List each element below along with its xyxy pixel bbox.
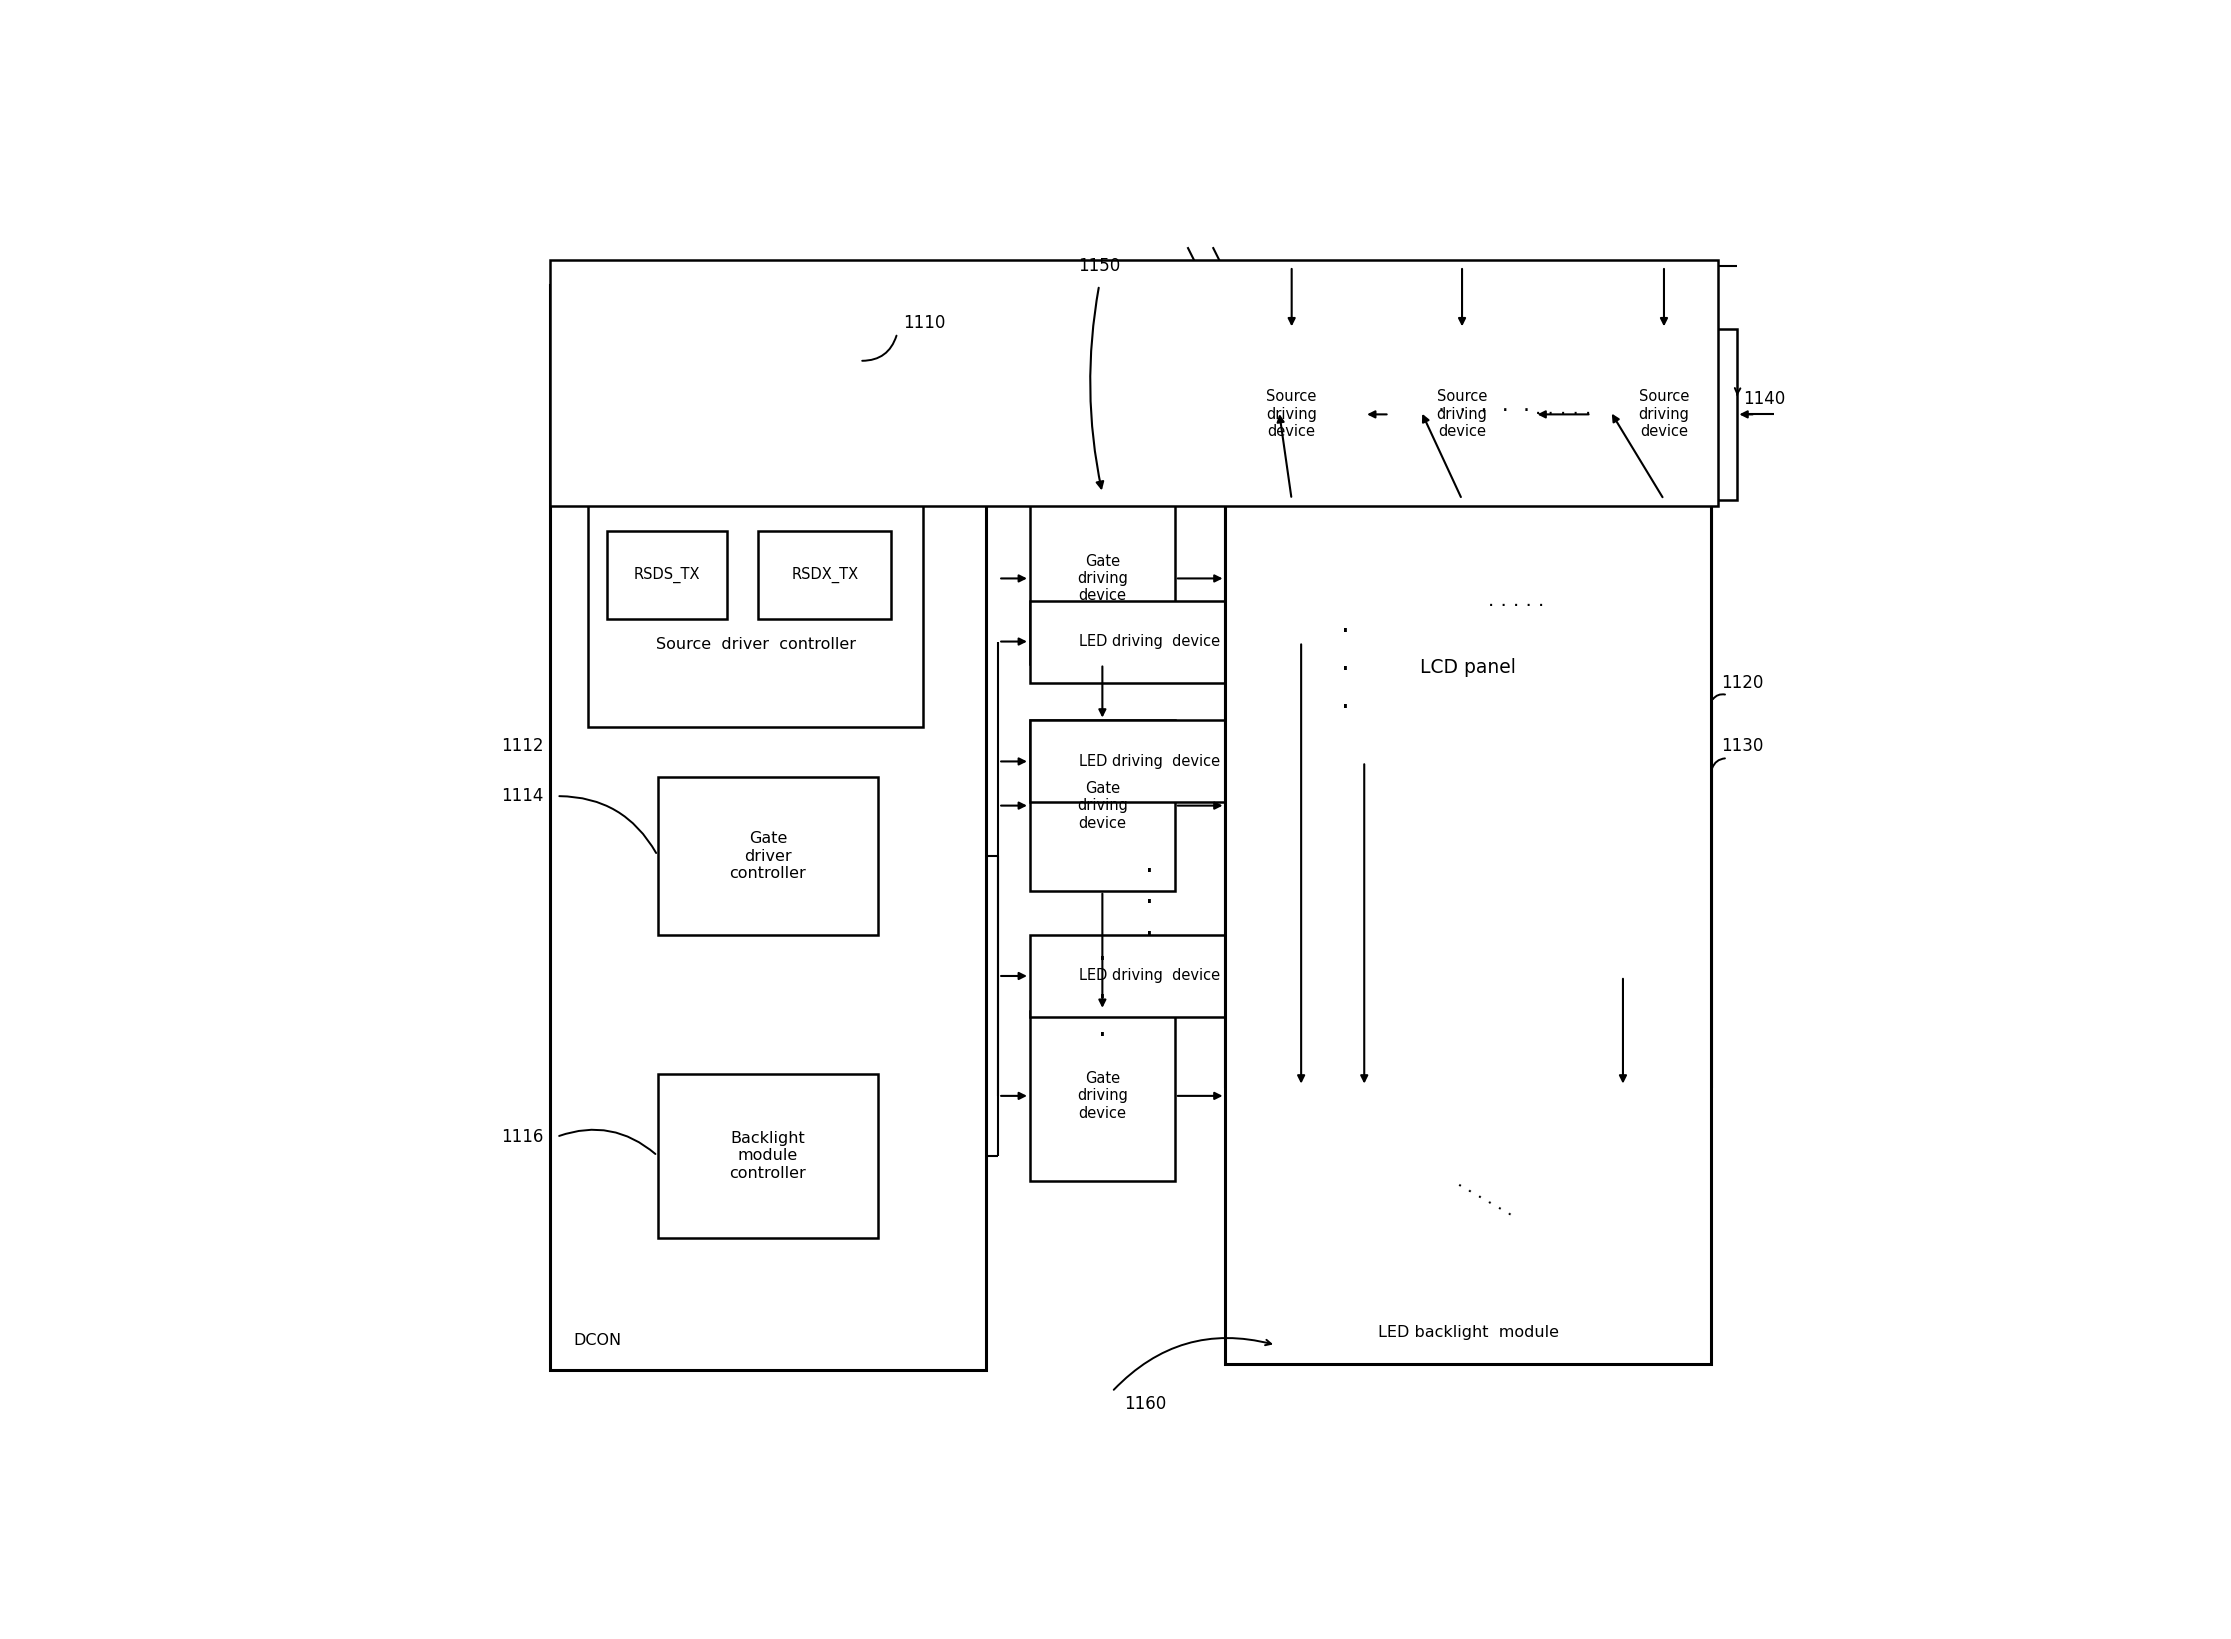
Bar [1218, 329, 1363, 500]
Bar [1031, 721, 1269, 803]
Text: LED driving  device: LED driving device [1080, 969, 1220, 983]
Bar [1390, 329, 1535, 500]
Text: ·: · [1145, 921, 1153, 949]
Text: 1160: 1160 [1124, 1395, 1167, 1413]
Bar [1225, 411, 1711, 1364]
Text: 1112: 1112 [502, 736, 544, 754]
Text: Source
driving
device: Source driving device [1437, 390, 1488, 439]
Text: ·: · [1145, 890, 1153, 918]
Text: Source
driving
device: Source driving device [1638, 390, 1689, 439]
Text: ·: · [1098, 946, 1107, 974]
Bar [589, 462, 924, 726]
Text: RSDS_TX: RSDS_TX [634, 567, 701, 583]
Text: LED driving  device: LED driving device [1080, 754, 1220, 769]
Bar [551, 261, 1718, 506]
Text: ·  ·  ·  ·  ·: · · · · · [1439, 402, 1530, 421]
Text: ·: · [1341, 693, 1350, 721]
Text: 1130: 1130 [1722, 736, 1765, 754]
Text: LED driving  device: LED driving device [1080, 634, 1220, 649]
Text: ·: · [1098, 1023, 1107, 1051]
Bar [658, 777, 879, 934]
Text: Source  driver  controller: Source driver controller [656, 638, 857, 652]
Text: Source
driving
device: Source driving device [1267, 390, 1316, 439]
Bar [1031, 1011, 1176, 1182]
Text: 1140: 1140 [1742, 390, 1785, 408]
Text: RSDX_TX: RSDX_TX [792, 567, 859, 583]
Text: 1110: 1110 [904, 315, 946, 331]
Text: LCD panel: LCD panel [1421, 659, 1517, 677]
Bar [551, 285, 986, 1370]
Bar [1031, 721, 1176, 892]
Text: Gate
driving
device: Gate driving device [1078, 554, 1129, 603]
Text: 1114: 1114 [502, 787, 544, 805]
Text: Gate
driving
device: Gate driving device [1078, 1070, 1129, 1121]
Bar [759, 531, 890, 620]
Text: 1116: 1116 [502, 1128, 544, 1146]
Bar [1225, 411, 1711, 1087]
Bar [1031, 934, 1269, 1016]
Text: · · · · ·: · · · · · [1488, 597, 1544, 616]
Text: · · · · ·: · · · · · [1535, 405, 1591, 425]
Text: LED backlight  module: LED backlight module [1379, 1324, 1559, 1341]
Text: ·: · [1341, 618, 1350, 646]
Text: Gate
driving
device: Gate driving device [1078, 780, 1129, 831]
Bar [607, 531, 727, 620]
Text: Gate
driver
controller: Gate driver controller [730, 831, 805, 882]
Bar [658, 1074, 879, 1237]
Bar [1591, 329, 1736, 500]
Text: · · · · · ·: · · · · · · [1452, 1177, 1517, 1224]
Text: DCON: DCON [573, 1333, 620, 1347]
Text: Backlight
module
controller: Backlight module controller [730, 1131, 805, 1180]
Text: 1120: 1120 [1722, 674, 1765, 692]
Text: ·: · [1098, 983, 1107, 1011]
Bar [1031, 493, 1176, 664]
Text: 1150: 1150 [1078, 257, 1120, 275]
Bar [1031, 600, 1269, 682]
Text: ·: · [1145, 857, 1153, 885]
Text: ·: · [1341, 656, 1350, 683]
